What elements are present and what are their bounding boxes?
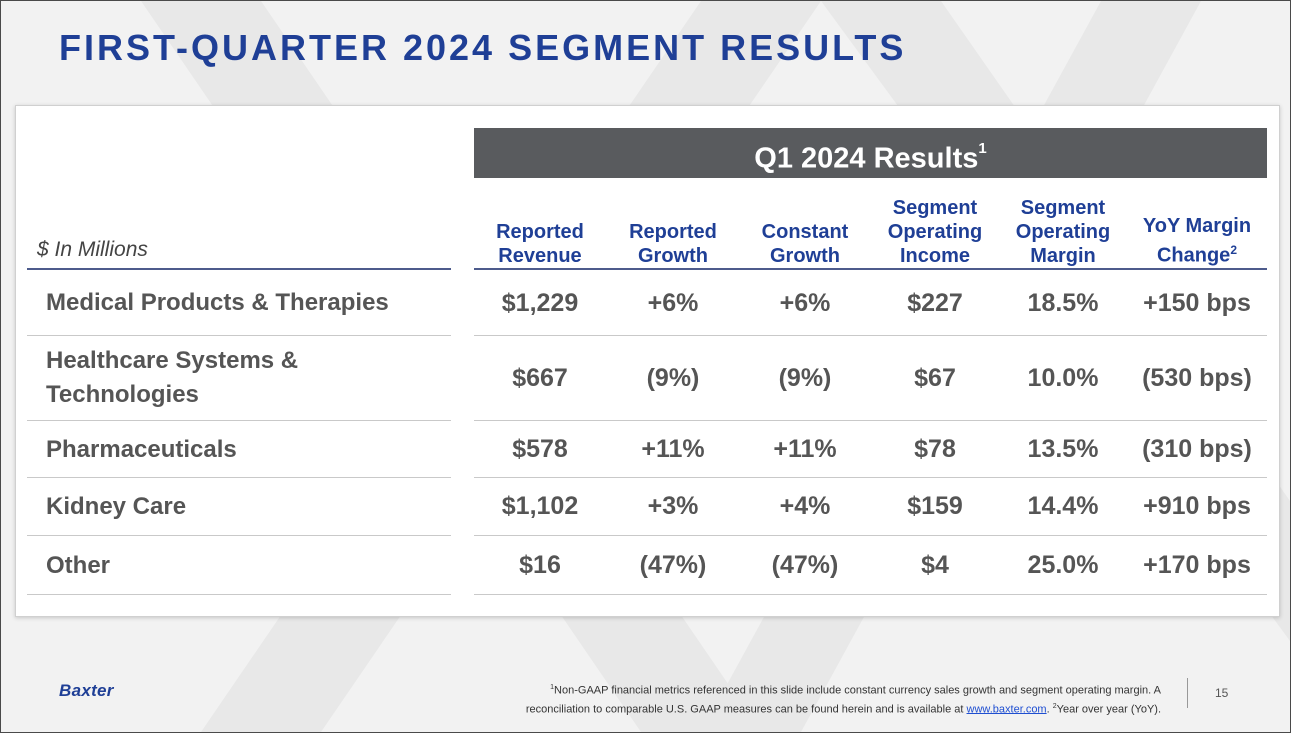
row-divider xyxy=(474,535,1267,536)
column-header: YoY Margin Change2 xyxy=(1127,186,1267,268)
results-table: Q1 2024 Results1 $ In Millions Reported … xyxy=(15,105,1280,617)
table-cell: +6% xyxy=(647,288,699,317)
slide-title: FIRST-QUARTER 2024 SEGMENT RESULTS xyxy=(59,27,907,68)
table-cell: 14.4% xyxy=(1027,492,1099,520)
column-header-label: Constant Growth xyxy=(761,221,849,267)
table-cell: +6% xyxy=(779,288,831,317)
column-header: Segment Operating Income xyxy=(871,186,999,268)
column-header-label: Reported Revenue xyxy=(496,221,584,267)
table-cell: 18.5% xyxy=(1027,288,1099,317)
page-number: 15 xyxy=(1215,686,1229,700)
row-divider xyxy=(27,594,451,595)
table-cell: (9%) xyxy=(778,363,832,392)
column-header-label: Segment Operating Income xyxy=(887,197,983,267)
row-label: Healthcare Systems & Technologies xyxy=(46,347,299,408)
row-divider xyxy=(27,477,451,478)
row-label: Pharmaceuticals xyxy=(46,435,237,463)
row-label: Kidney Care xyxy=(46,492,187,520)
column-header: Reported Growth xyxy=(607,186,739,268)
footnote-text-1: Non-GAAP financial metrics referenced in… xyxy=(554,684,1161,697)
results-band-header: Q1 2024 Results1 xyxy=(474,128,1267,178)
column-header-label: Segment Operating Margin xyxy=(1015,197,1111,267)
table-cell: +170 bps xyxy=(1143,551,1251,579)
footnote-separator: . xyxy=(1046,703,1050,716)
row-divider xyxy=(474,335,1267,336)
column-header: Reported Revenue xyxy=(474,186,606,268)
row-divider xyxy=(27,335,451,336)
table-cell: 10.0% xyxy=(1027,363,1099,392)
row-divider xyxy=(27,535,451,536)
column-header: Segment Operating Margin xyxy=(999,186,1127,268)
table-cell: 25.0% xyxy=(1027,551,1099,579)
table-cell: $1,229 xyxy=(501,288,579,317)
band-footnote-marker: 1 xyxy=(978,140,987,157)
column-header-label: YoY Margin Change xyxy=(1142,215,1252,267)
row-label: Medical Products & Therapies xyxy=(46,289,389,316)
unit-label: $ In Millions xyxy=(37,238,148,261)
footnote-text-2: reconciliation to comparable U.S. GAAP m… xyxy=(525,703,964,716)
header-underline-right xyxy=(474,268,1267,270)
header-underline-left xyxy=(27,268,451,270)
table-cell: (310 bps) xyxy=(1142,435,1252,463)
table-cell: $667 xyxy=(512,363,568,392)
column-header-label: Reported Growth xyxy=(629,221,717,267)
table-cell: $67 xyxy=(914,363,956,392)
table-cell: $16 xyxy=(519,551,561,579)
table-cell: 13.5% xyxy=(1027,435,1099,463)
table-cell: +4% xyxy=(779,492,831,520)
row-label: Other xyxy=(46,551,111,579)
footnote-marker-1: 1 xyxy=(550,684,555,691)
table-cell: $78 xyxy=(914,435,956,463)
table-cell: +150 bps xyxy=(1143,288,1251,317)
baxter-website-link[interactable]: www.baxter.com xyxy=(966,703,1047,716)
table-cell: (9%) xyxy=(646,363,700,392)
table-cell: $159 xyxy=(907,492,963,520)
row-divider xyxy=(474,594,1267,595)
table-cell: +3% xyxy=(647,492,699,520)
row-divider xyxy=(474,420,1267,421)
footnote: 1Non-GAAP financial metrics referenced i… xyxy=(481,680,1161,717)
row-divider xyxy=(474,477,1267,478)
table-cell: $1,102 xyxy=(501,492,579,520)
table-cell: +11% xyxy=(773,435,837,463)
table-cell: $4 xyxy=(921,551,949,579)
table-cell: (47%) xyxy=(639,551,707,579)
table-cell: +11% xyxy=(641,435,705,463)
baxter-logo: Baxter xyxy=(59,681,114,700)
table-cell: +910 bps xyxy=(1143,492,1251,520)
table-cell: (530 bps) xyxy=(1142,363,1252,392)
column-header: Constant Growth xyxy=(739,186,871,268)
row-divider xyxy=(27,420,451,421)
footnote-marker-2: 2 xyxy=(1052,702,1057,710)
footnote-text-3: Year over year (YoY). xyxy=(1056,703,1161,716)
table-cell: (47%) xyxy=(771,551,839,579)
table-cell: $578 xyxy=(512,435,568,463)
column-header-footnote-marker: 2 xyxy=(1230,243,1237,258)
footer-divider xyxy=(1187,678,1188,708)
band-label: Q1 2024 Results xyxy=(754,142,979,175)
table-cell: $227 xyxy=(907,288,963,317)
